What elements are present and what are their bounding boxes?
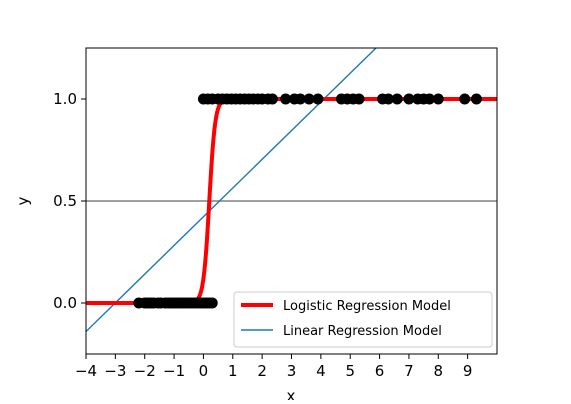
y-tick-label: 0.0 xyxy=(53,294,77,312)
x-tick-label: 4 xyxy=(316,362,326,380)
data-point xyxy=(266,93,278,105)
data-point xyxy=(432,93,444,105)
x-tick-label: 6 xyxy=(375,362,385,380)
x-tick-label: −2 xyxy=(134,362,156,380)
linear-regression-line xyxy=(86,48,377,333)
x-axis-label: x xyxy=(287,387,296,400)
y-tick-label: 0.5 xyxy=(53,192,77,210)
x-tick-label: 1 xyxy=(228,362,238,380)
data-point xyxy=(280,93,292,105)
data-point xyxy=(303,93,315,105)
data-point xyxy=(353,93,365,105)
data-point xyxy=(459,93,471,105)
x-tick-label: 8 xyxy=(434,362,444,380)
data-point xyxy=(382,93,394,105)
data-point xyxy=(470,93,482,105)
x-tick-label: −4 xyxy=(75,362,97,380)
y-tick-label: 1.0 xyxy=(53,90,77,108)
data-point xyxy=(294,93,306,105)
x-tick-label: 7 xyxy=(404,362,414,380)
x-tick-label: 5 xyxy=(345,362,355,380)
data-point xyxy=(206,297,218,309)
legend-label-logistic: Logistic Regression Model xyxy=(283,299,451,314)
legend-box xyxy=(233,291,493,348)
y-axis-label: y xyxy=(14,196,32,205)
x-tick-label: 9 xyxy=(463,362,473,380)
x-tick-label: −1 xyxy=(163,362,185,380)
legend-label-linear: Linear Regression Model xyxy=(283,324,442,339)
data-point xyxy=(403,93,415,105)
x-tick-label: 3 xyxy=(287,362,297,380)
x-tick-label: 0 xyxy=(199,362,209,380)
data-point xyxy=(312,93,324,105)
data-point xyxy=(423,93,435,105)
data-point xyxy=(391,93,403,105)
x-tick-label: −3 xyxy=(104,362,126,380)
legend: Logistic Regression Model Linear Regress… xyxy=(233,291,493,348)
x-tick-label: 2 xyxy=(257,362,267,380)
